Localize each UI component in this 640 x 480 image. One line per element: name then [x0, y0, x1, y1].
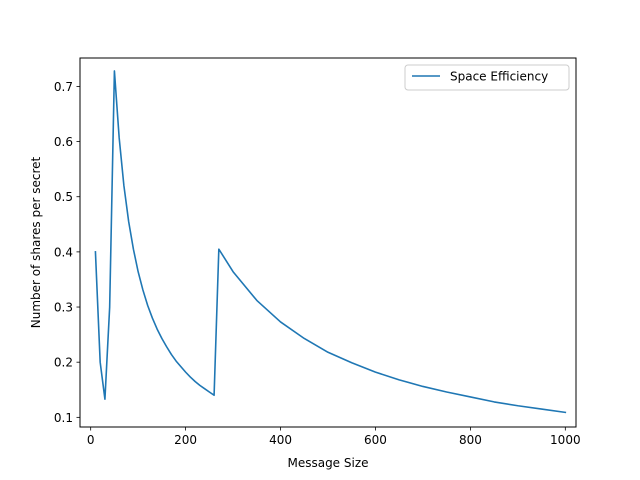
x-tick-label: 600 [364, 433, 387, 447]
y-tick-label: 0.3 [54, 301, 73, 315]
series-line-0 [94, 70, 567, 414]
legend-label: Space Efficiency [450, 70, 548, 84]
y-tick-label: 0.4 [54, 245, 73, 259]
y-tick-label: 0.5 [54, 190, 73, 204]
y-tick-label: 0.7 [54, 80, 73, 94]
x-tick-label: 800 [459, 433, 482, 447]
y-tick-label: 0.1 [54, 411, 73, 425]
plot-area [80, 58, 576, 427]
x-tick-label: 0 [87, 433, 95, 447]
x-tick-label: 1000 [550, 433, 581, 447]
y-axis-label: Number of shares per secret [29, 156, 43, 328]
x-tick-label: 200 [174, 433, 197, 447]
plot-frame [79, 57, 577, 428]
y-axis-ticks: 0.1 0.2 0.3 0.4 0.5 0.6 0.7 [54, 80, 80, 425]
series-layer [94, 70, 567, 414]
y-tick-label: 0.2 [54, 356, 73, 370]
legend: Space Efficiency [404, 64, 570, 91]
y-tick-label: 0.6 [54, 135, 73, 149]
legend-box [404, 64, 570, 91]
x-axis-ticks: 0 200 400 600 800 1000 [87, 427, 581, 447]
x-axis-label: Message Size [287, 456, 368, 470]
x-tick-label: 400 [269, 433, 292, 447]
